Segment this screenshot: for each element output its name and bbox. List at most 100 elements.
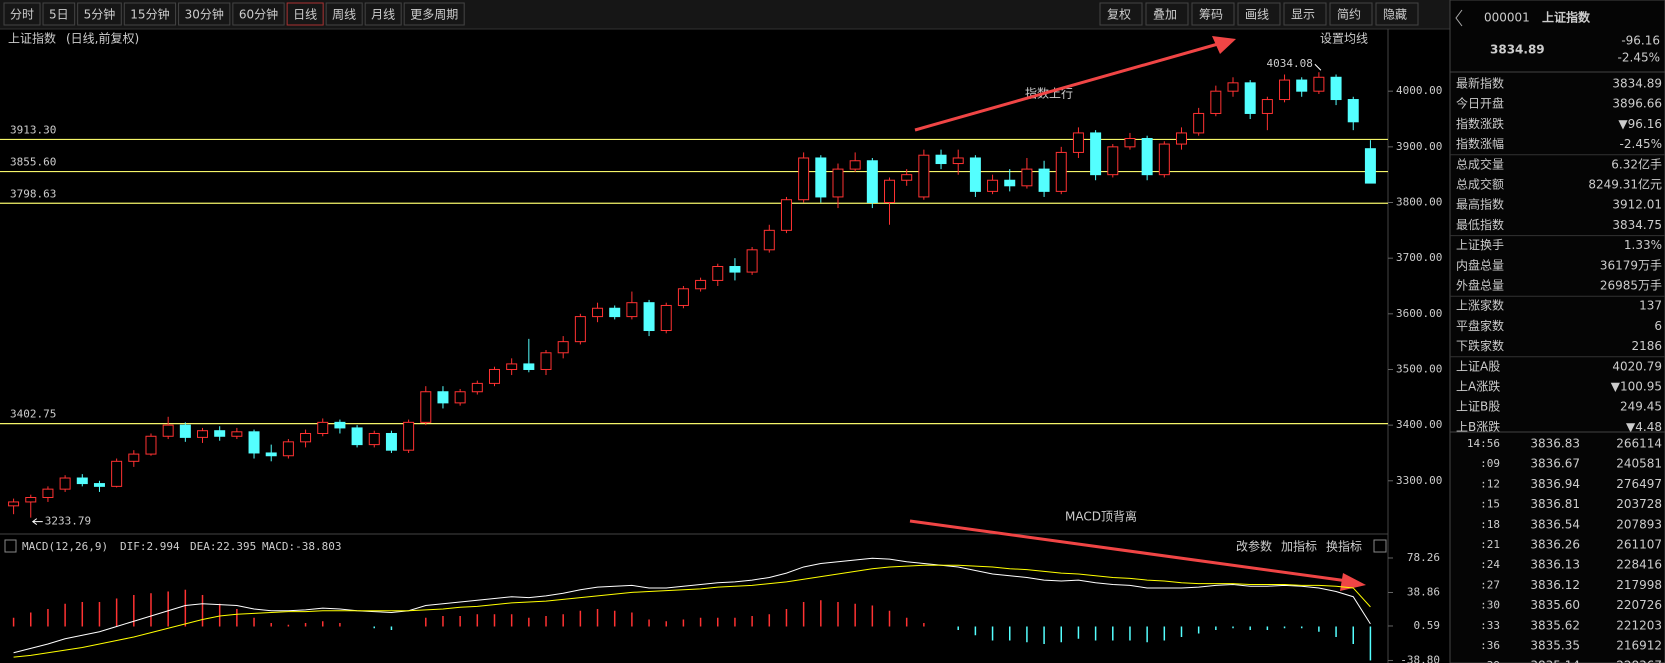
macd-legend: DEA:22.395 xyxy=(190,540,256,553)
tick-price: 3835.60 xyxy=(1530,598,1580,612)
period-tab[interactable]: 30分钟 xyxy=(185,7,224,22)
candle-body xyxy=(1158,143,1170,176)
stat-value: 6 xyxy=(1654,319,1662,333)
macd-line xyxy=(13,557,1371,654)
period-tab[interactable]: 周线 xyxy=(332,8,356,22)
stat-value: ▼100.95 xyxy=(1611,380,1662,394)
indicator-tool[interactable]: 加指标 xyxy=(1281,539,1317,554)
candle-body xyxy=(918,154,930,198)
quote-code: 000001 xyxy=(1484,11,1530,25)
close-icon[interactable] xyxy=(1373,539,1387,553)
candle-body xyxy=(746,249,758,273)
candle-body xyxy=(334,421,346,429)
period-tab[interactable]: 月线 xyxy=(371,8,395,22)
candle-body xyxy=(454,391,466,404)
candle-body xyxy=(1296,79,1308,92)
candle-body xyxy=(695,279,707,290)
tool-button[interactable]: 画线 xyxy=(1245,8,1269,22)
tool-button[interactable]: 显示 xyxy=(1291,8,1315,22)
candle-body xyxy=(540,352,552,370)
tick-volume: 203728 xyxy=(1616,497,1662,511)
period-tab[interactable]: 日线 xyxy=(293,8,317,22)
quote-panel xyxy=(1449,0,1665,663)
candle-body xyxy=(248,431,260,454)
candle-body xyxy=(1175,132,1187,145)
stat-label: 上证换手 xyxy=(1456,238,1504,252)
indicator-tool[interactable]: 换指标 xyxy=(1326,539,1362,554)
stat-value: 4020.79 xyxy=(1612,359,1662,373)
candle-body xyxy=(368,432,380,446)
tick-volume: 207893 xyxy=(1616,517,1662,531)
period-tab-frame xyxy=(364,2,402,26)
tool-button[interactable]: 隐藏 xyxy=(1383,8,1407,22)
stat-label: 上证A股 xyxy=(1456,359,1500,373)
candle-body xyxy=(317,421,329,434)
stat-value: 26985万手 xyxy=(1600,279,1662,293)
macd-title: MACD(12,26,9) xyxy=(22,540,108,553)
tick-time: :36 xyxy=(1480,639,1500,652)
tick-price: 3836.54 xyxy=(1530,517,1580,531)
candle-body xyxy=(93,483,105,487)
stat-value: ▼96.16 xyxy=(1618,117,1662,131)
tick-volume: 221203 xyxy=(1616,618,1662,632)
candle-body xyxy=(76,477,88,485)
tick-price: 3836.12 xyxy=(1530,578,1580,592)
y-tick-label: 4000.00 xyxy=(1396,84,1442,97)
candle-body xyxy=(935,154,947,165)
period-tab[interactable]: 60分钟 xyxy=(239,7,278,22)
tick-volume: 266114 xyxy=(1616,437,1662,451)
tool-button[interactable]: 筹码 xyxy=(1199,8,1223,22)
tool-button[interactable]: 复权 xyxy=(1107,8,1131,22)
candle-body xyxy=(866,160,878,204)
indicator-tool[interactable]: 改参数 xyxy=(1236,539,1272,554)
tool-frame xyxy=(1375,2,1419,26)
period-tab[interactable]: 15分钟 xyxy=(130,7,169,22)
tick-price: 3836.83 xyxy=(1530,437,1580,451)
stat-value: 249.45 xyxy=(1620,400,1662,414)
candle-body xyxy=(626,302,638,318)
period-tab-frame xyxy=(42,2,76,26)
stat-value: 3912.01 xyxy=(1612,198,1662,212)
candle-body xyxy=(729,266,741,273)
stat-label: 上A涨跌 xyxy=(1456,379,1500,394)
tool-frame xyxy=(1329,2,1373,26)
candle-body xyxy=(1141,137,1153,176)
quote-pct: -2.45% xyxy=(1618,51,1660,65)
candle-body xyxy=(1347,99,1359,123)
tool-button[interactable]: 叠加 xyxy=(1153,8,1177,22)
tick-time: 14:56 xyxy=(1467,437,1500,450)
tick-volume: 240581 xyxy=(1616,457,1662,471)
stat-label: 上证B股 xyxy=(1456,400,1500,414)
tool-button[interactable]: 简约 xyxy=(1337,7,1361,22)
tick-time: :39 xyxy=(1480,659,1500,663)
candle-body xyxy=(1244,82,1256,114)
tick-volume: 261107 xyxy=(1616,538,1662,552)
macd-legend: DIF:2.994 xyxy=(120,540,180,553)
period-tab[interactable]: 5分钟 xyxy=(84,7,116,22)
candle-body xyxy=(300,432,312,443)
back-icon[interactable] xyxy=(1455,9,1463,27)
y-tick-label: 3900.00 xyxy=(1396,140,1442,153)
stat-value: 2186 xyxy=(1631,339,1662,353)
candle-body xyxy=(1227,82,1239,92)
tick-volume: 276497 xyxy=(1616,477,1662,491)
stat-value: 3834.89 xyxy=(1612,77,1662,91)
period-tab[interactable]: 分时 xyxy=(10,8,34,22)
stat-label: 外盘总量 xyxy=(1456,278,1504,293)
tick-price: 3835.14 xyxy=(1530,659,1580,663)
candle-body xyxy=(798,157,810,201)
candle-body xyxy=(677,288,689,306)
tick-volume: 216912 xyxy=(1616,639,1662,653)
period-tab[interactable]: 5日 xyxy=(49,8,69,22)
annotation-arrow xyxy=(909,519,1356,584)
stat-label: 上B涨跌 xyxy=(1456,419,1500,434)
stat-label: 今日开盘 xyxy=(1456,96,1504,111)
stat-label: 下跌家数 xyxy=(1456,338,1504,353)
ma-settings[interactable]: 设置均线 xyxy=(1320,32,1368,46)
period-tab[interactable]: 更多周期 xyxy=(410,8,458,22)
candle-body xyxy=(25,496,37,503)
candle-body xyxy=(265,452,277,457)
candle-body xyxy=(42,488,54,498)
tool-frame xyxy=(1237,2,1281,26)
